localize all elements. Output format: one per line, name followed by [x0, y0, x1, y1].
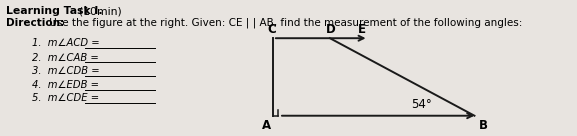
Text: Learning Task I.: Learning Task I. — [6, 6, 102, 16]
Text: 1.  m∠ACD =: 1. m∠ACD = — [32, 38, 103, 48]
Text: 4.  m∠EDB =: 4. m∠EDB = — [32, 80, 102, 90]
Text: C: C — [268, 23, 276, 36]
Text: (10min): (10min) — [72, 6, 122, 16]
Text: Direction:: Direction: — [6, 18, 64, 28]
Text: 2.  m∠CAB =: 2. m∠CAB = — [32, 53, 102, 63]
Text: 54°: 54° — [411, 98, 432, 111]
Text: E: E — [358, 23, 366, 36]
Text: D: D — [326, 23, 336, 36]
Text: B: B — [479, 119, 488, 132]
Text: Use the figure at the right. Given: CE | | AB, find the measurement of the follo: Use the figure at the right. Given: CE |… — [46, 18, 522, 28]
Text: 5.  m∠CDE =: 5. m∠CDE = — [32, 93, 102, 103]
Text: A: A — [262, 119, 271, 132]
Text: 3.  m∠CDB =: 3. m∠CDB = — [32, 66, 103, 76]
